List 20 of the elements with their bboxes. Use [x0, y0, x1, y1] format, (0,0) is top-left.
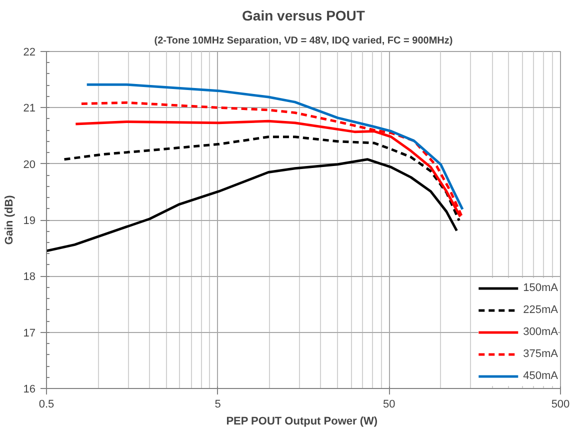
y-axis-title: Gain (dB) — [3, 194, 16, 245]
legend-label: 300mA — [523, 326, 558, 338]
x-axis-title: PEP POUT Output Power (W) — [226, 416, 378, 428]
y-tick-label: 18 — [23, 271, 36, 284]
legend-label: 225mA — [523, 304, 558, 316]
x-tick-label: 5 — [214, 398, 221, 410]
y-tick-label: 17 — [23, 327, 36, 340]
legend-label: 450mA — [523, 370, 558, 382]
x-tick-label: 500 — [551, 398, 570, 410]
y-tick-label: 19 — [23, 215, 36, 227]
y-tick-label: 21 — [23, 102, 36, 115]
y-tick-label: 16 — [23, 384, 36, 396]
legend-label: 375mA — [523, 348, 558, 360]
y-tick-label: 20 — [23, 158, 36, 171]
chart-subtitle: (2-Tone 10MHz Separation, VD = 48V, IDQ varied, FC = 900MHz) — [154, 36, 453, 46]
x-tick-label: 0.5 — [38, 398, 54, 410]
legend-label: 150mA — [523, 282, 558, 294]
x-tick-label: 50 — [383, 398, 396, 410]
chart-title: Gain versus POUT — [242, 8, 366, 24]
y-tick-label: 22 — [23, 46, 36, 58]
